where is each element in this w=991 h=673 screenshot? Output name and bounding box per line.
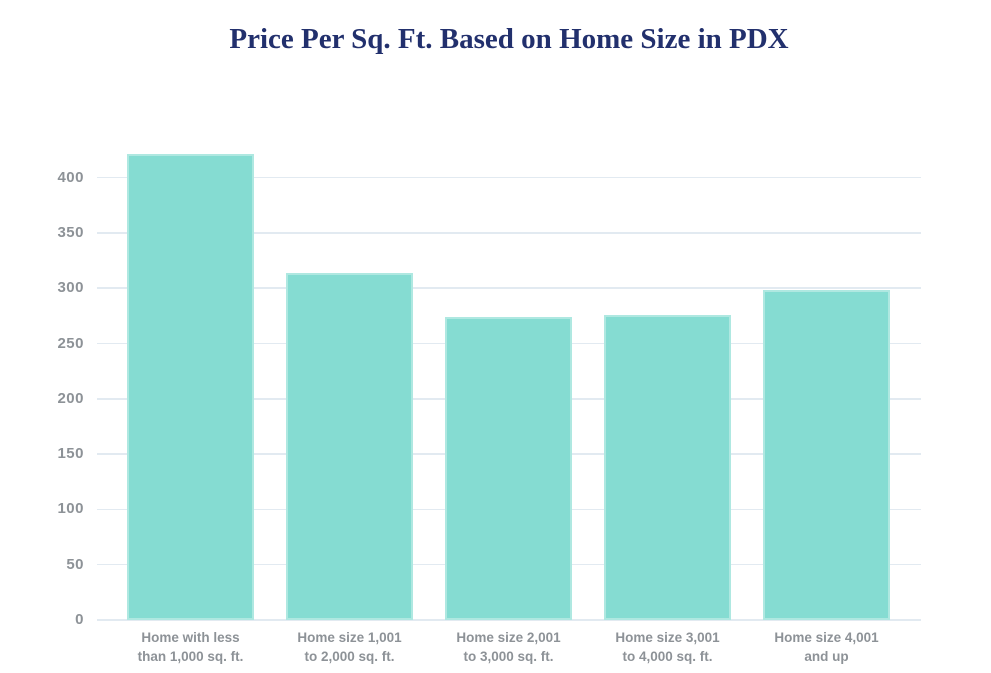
y-tick-label: 350: [57, 223, 84, 241]
y-tick-label: 50: [66, 555, 84, 573]
y-tick-label: 250: [57, 334, 84, 352]
y-tick-label: 200: [57, 389, 84, 407]
y-tick-label: 300: [57, 279, 84, 297]
plot-area: [97, 150, 921, 621]
bar: [127, 154, 254, 620]
x-category-label-line: Home size 2,001: [456, 630, 561, 645]
gridline: [97, 287, 921, 289]
x-category-label-line: Home with less: [141, 630, 240, 645]
x-category-label: Home size 3,001 to 4,000 sq. ft.: [573, 628, 763, 666]
x-category-label-line: to 3,000 sq. ft.: [463, 649, 554, 664]
gridline: [97, 619, 921, 621]
y-axis-labels: 0 50 100 150 200 250 300 350 400: [0, 150, 84, 628]
x-category-label: Home size 1,001 to 2,000 sq. ft.: [255, 628, 445, 666]
x-axis-labels: Home with less than 1,000 sq. ft. Home siz…: [97, 628, 921, 673]
y-tick-label: 400: [57, 168, 84, 186]
x-category-label-line: Home size 1,001: [297, 630, 402, 645]
chart-title: Price Per Sq. Ft. Based on Home Size in …: [229, 23, 789, 55]
y-tick-label: 0: [75, 611, 84, 628]
x-category-label: Home size 4,001 and up: [732, 628, 922, 666]
y-tick-label: 150: [57, 445, 84, 463]
x-category-label-line: than 1,000 sq. ft.: [137, 649, 244, 664]
x-category-label: Home size 2,001 to 3,000 sq. ft.: [414, 628, 604, 666]
x-category-label-line: to 2,000 sq. ft.: [304, 649, 395, 664]
bar: [604, 314, 731, 620]
bar: [286, 272, 413, 620]
gridline: [97, 176, 921, 179]
bar: [763, 290, 890, 620]
bar: [445, 317, 572, 620]
y-tick-label: 100: [57, 500, 84, 518]
x-category-label-line: to 4,000 sq. ft.: [622, 649, 713, 664]
x-category-label-line: Home size 4,001: [774, 630, 879, 645]
x-category-label: Home with less than 1,000 sq. ft.: [96, 628, 286, 666]
x-category-label-line: Home size 3,001: [615, 630, 720, 645]
gridline: [97, 232, 921, 234]
x-category-label-line: and up: [804, 649, 849, 664]
